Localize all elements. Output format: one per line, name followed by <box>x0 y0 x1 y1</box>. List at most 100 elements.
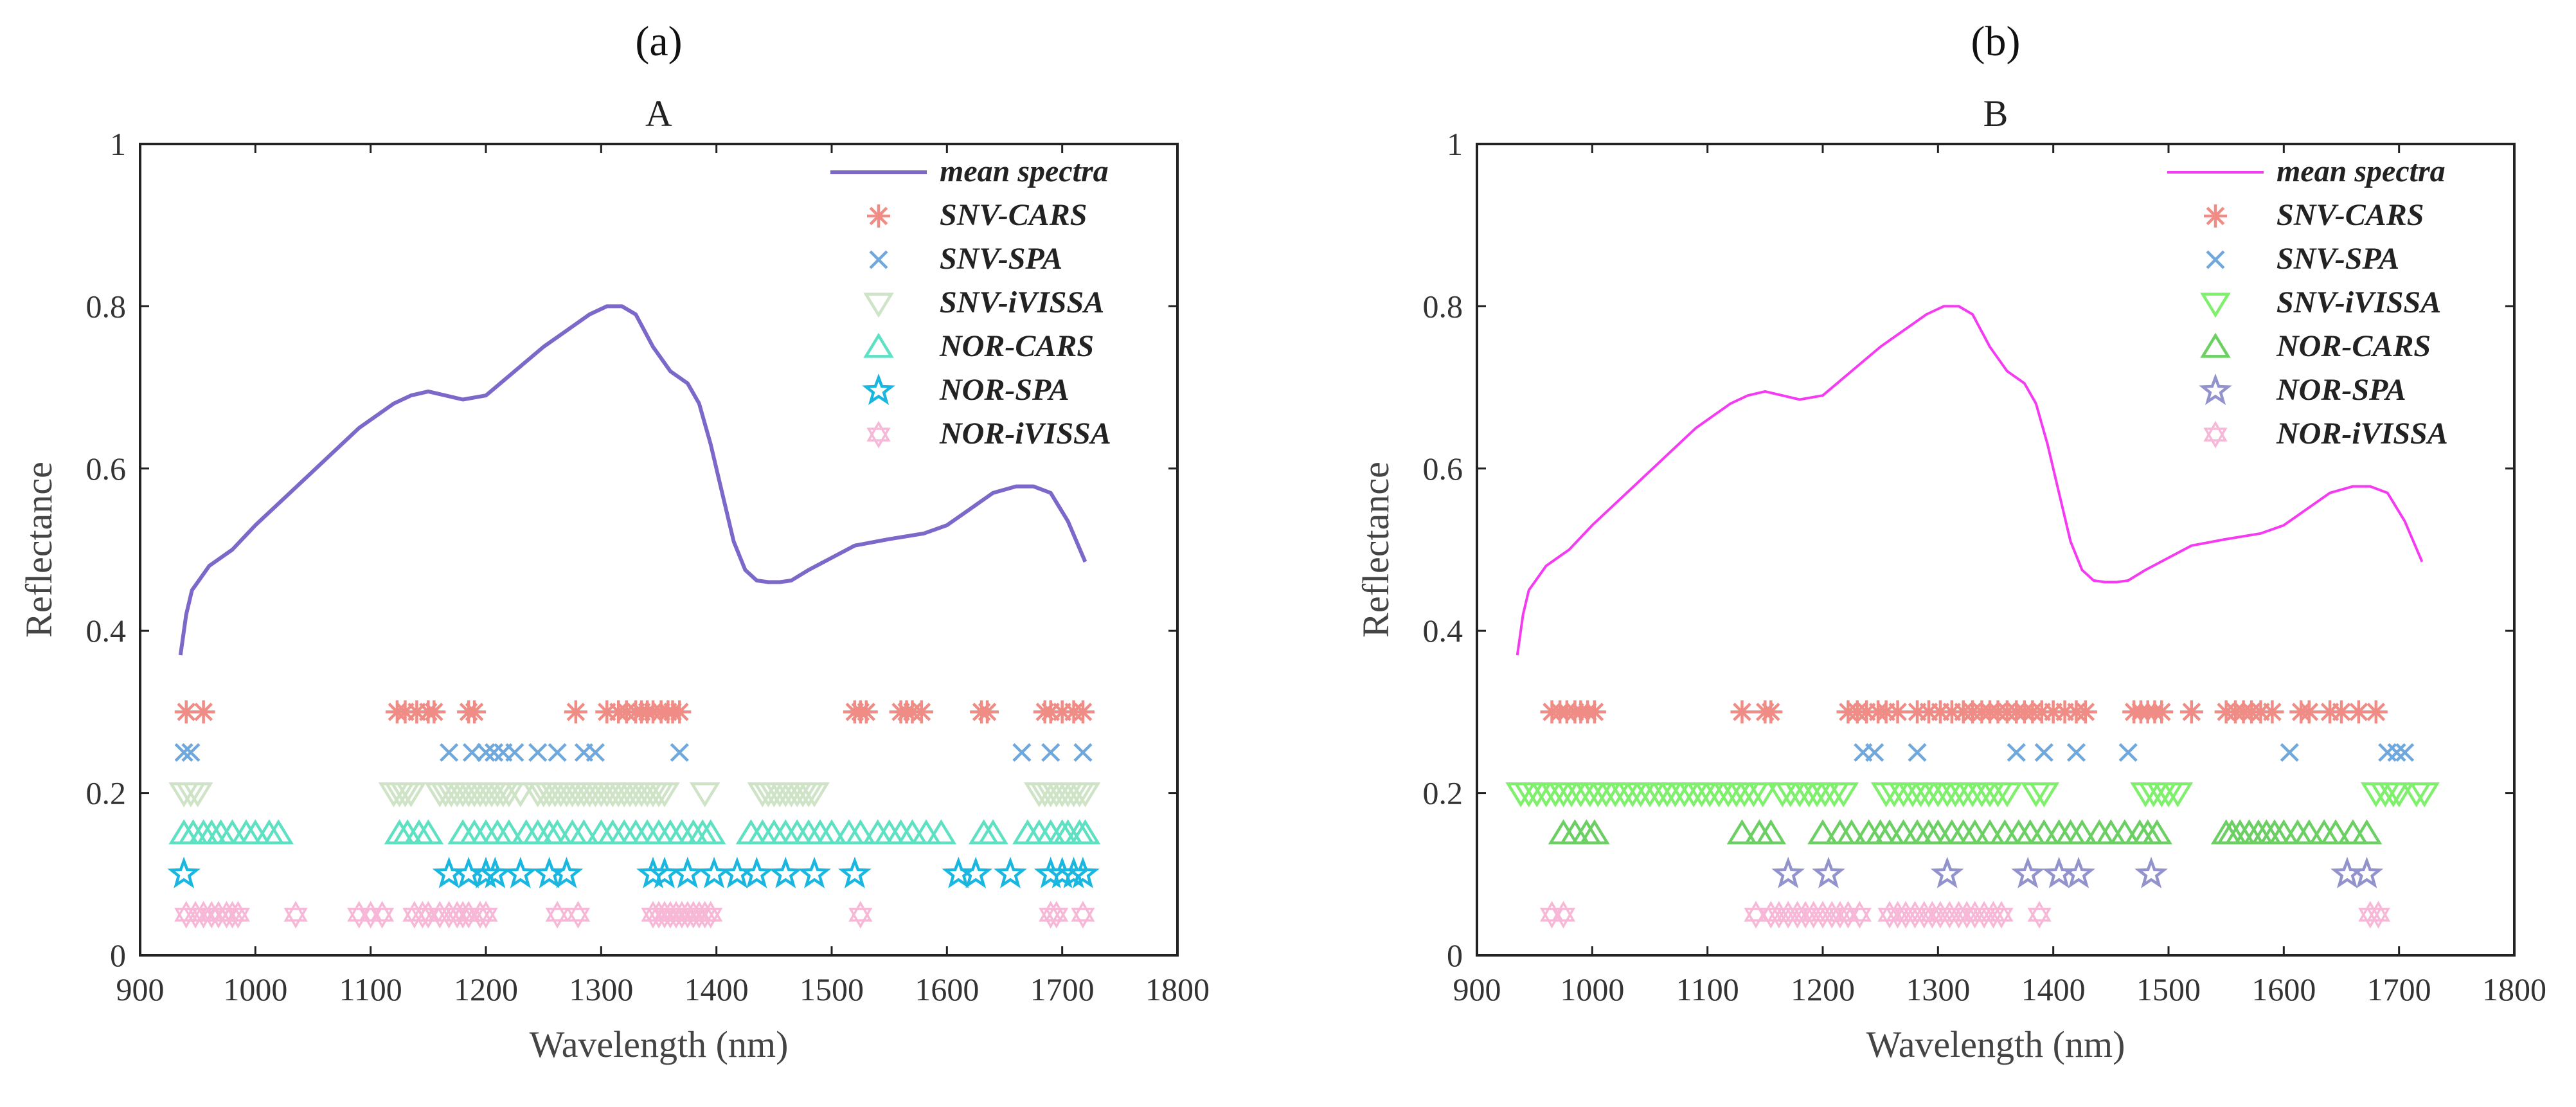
x-tick-label: 1100 <box>1676 971 1739 1007</box>
data-point <box>416 901 440 929</box>
legend-label: NOR-iVISSA <box>2276 417 2448 451</box>
data-point <box>2162 782 2194 807</box>
data-point <box>474 901 498 929</box>
legend-marker <box>2200 292 2231 318</box>
y-axis-label: Reflectance <box>1355 462 1397 638</box>
data-point <box>2293 819 2325 845</box>
data-point <box>1992 782 2023 807</box>
data-point <box>697 856 731 888</box>
data-point <box>1755 819 1787 845</box>
data-point <box>1836 819 1867 845</box>
data-point <box>2395 742 2415 762</box>
x-axis-label: Wavelength (nm) <box>530 1023 789 1065</box>
data-point <box>2134 856 2168 888</box>
y-tick-label: 0.4 <box>86 613 127 649</box>
data-point <box>456 901 481 929</box>
data-point <box>1865 742 1884 762</box>
x-axis-label: Wavelength (nm) <box>1866 1023 2125 1065</box>
data-point <box>462 742 482 762</box>
data-point <box>848 901 873 929</box>
data-point <box>586 742 605 762</box>
legend-label: NOR-SPA <box>2276 373 2406 407</box>
data-point <box>699 901 723 929</box>
data-point <box>2142 819 2172 845</box>
legend-label: NOR-CARS <box>2276 329 2431 363</box>
series-nor-spa <box>1771 856 2384 888</box>
data-point <box>2028 819 2060 845</box>
data-point <box>2007 742 2026 762</box>
data-point <box>568 819 600 845</box>
y-tick-label: 0.8 <box>1423 288 1463 324</box>
data-point <box>2118 742 2138 762</box>
y-axis-label: Reflectance <box>18 462 60 638</box>
data-point <box>1071 700 1095 724</box>
data-point <box>395 782 427 807</box>
data-point <box>2366 901 2391 929</box>
data-point <box>798 856 831 888</box>
data-point <box>2260 700 2284 724</box>
x-tick-label: 1200 <box>454 971 518 1007</box>
series-nor-cars <box>168 819 1101 845</box>
data-point <box>1726 819 1758 845</box>
data-point <box>1847 901 1872 929</box>
data-point <box>994 856 1027 888</box>
legend-label: SNV-SPA <box>940 242 1062 276</box>
y-tick-label: 0.2 <box>1423 775 1463 811</box>
data-point <box>1069 819 1101 845</box>
x-tick-label: 1400 <box>684 971 749 1007</box>
data-point <box>181 742 201 762</box>
data-point <box>478 856 512 888</box>
legend-label: SNV-CARS <box>2276 198 2424 232</box>
x-tick-label: 1200 <box>1791 971 1855 1007</box>
x-tick-label: 900 <box>116 971 165 1007</box>
legend-marker <box>2204 204 2227 228</box>
data-point <box>2378 742 2397 762</box>
data-point <box>542 819 573 845</box>
legend-marker <box>862 373 895 405</box>
x-tick-label: 1300 <box>569 971 633 1007</box>
data-point <box>799 782 830 807</box>
x-tick-label: 1000 <box>223 971 287 1007</box>
data-point <box>1930 856 1964 888</box>
y-tick-label: 1 <box>1447 126 1463 162</box>
data-point <box>469 856 503 888</box>
data-point <box>959 856 993 888</box>
data-point <box>2364 700 2388 724</box>
data-point <box>476 742 496 762</box>
data-point <box>2320 819 2351 845</box>
data-point <box>505 742 524 762</box>
series-nor-ivissa <box>1539 901 2391 929</box>
legend-marker <box>2200 332 2231 358</box>
legend-label: mean spectra <box>940 154 1109 188</box>
data-point <box>769 856 803 888</box>
data-point <box>2280 742 2299 762</box>
data-point <box>670 856 704 888</box>
series-snv-cars <box>1540 700 2388 724</box>
data-point <box>1886 700 1910 724</box>
data-point <box>1836 901 1861 929</box>
x-tick-label: 1600 <box>915 971 979 1007</box>
x-tick-label: 1500 <box>800 971 864 1007</box>
data-point <box>1812 856 1845 888</box>
data-point <box>192 700 215 724</box>
data-point <box>1041 742 1060 762</box>
data-point <box>528 742 548 762</box>
data-point <box>2073 700 2097 724</box>
legend-label: NOR-SPA <box>939 373 1069 407</box>
data-point <box>422 700 446 724</box>
data-point <box>2109 819 2140 845</box>
data-point <box>505 782 536 807</box>
series-nor-cars <box>1548 819 2383 845</box>
legend-marker <box>869 250 888 269</box>
data-point <box>485 742 504 762</box>
x-tick-label: 1000 <box>1560 971 1624 1007</box>
legend-marker <box>866 420 891 449</box>
y-tick-label: 0.6 <box>86 451 127 487</box>
data-point <box>413 819 444 845</box>
y-tick-label: 0 <box>110 937 126 973</box>
data-point <box>1069 782 1101 807</box>
legend-marker <box>2199 373 2232 405</box>
data-point <box>909 700 933 724</box>
series-snv-spa <box>1854 742 2415 762</box>
